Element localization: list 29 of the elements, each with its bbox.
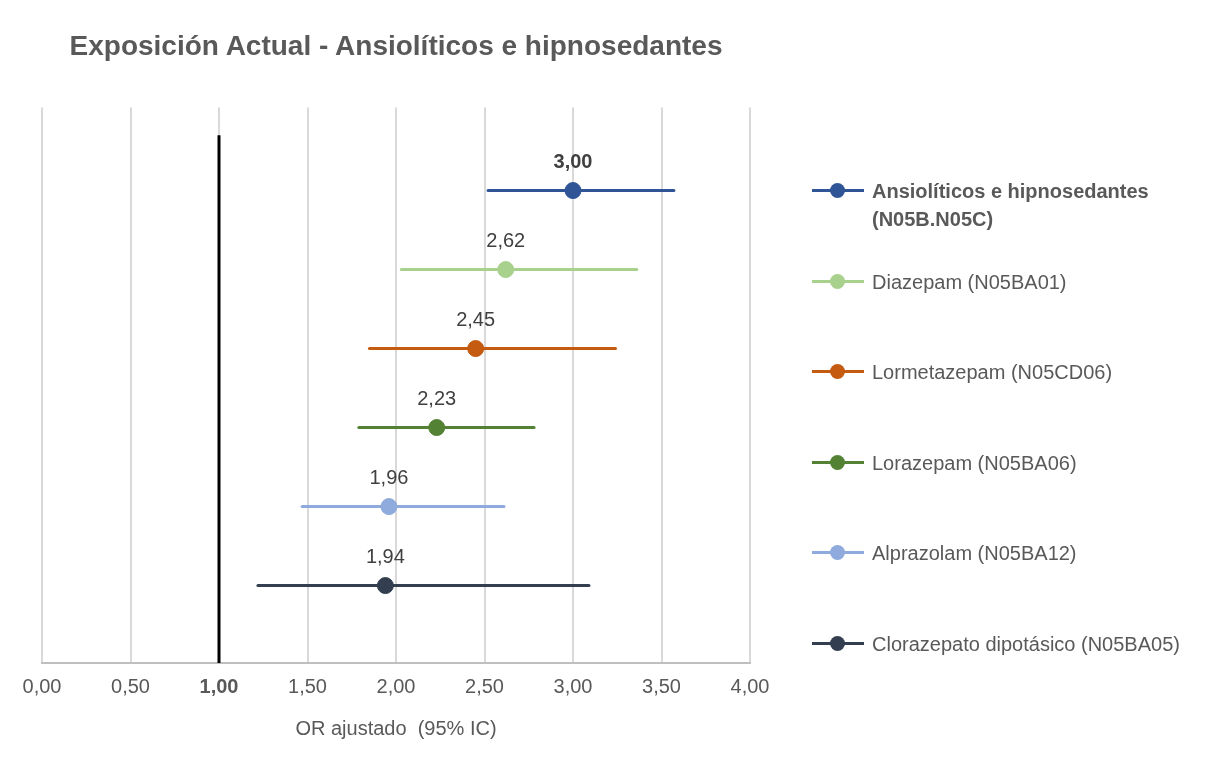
legend-label: Diazepam (N05BA01) xyxy=(872,269,1067,295)
data-label: 2,45 xyxy=(456,308,496,331)
data-label: 2,62 xyxy=(486,229,526,252)
data-label: 1,94 xyxy=(365,545,405,568)
legend-label: Alprazolam (N05BA12) xyxy=(872,541,1077,567)
data-label: 3,00 xyxy=(553,150,593,173)
x-tick-label: 3,50 xyxy=(642,674,681,697)
point xyxy=(428,419,446,437)
x-axis-title: OR ajustado (95% IC) xyxy=(295,716,497,739)
legend-label: Clorazepato dipotásico (N05BA05) xyxy=(872,631,1180,657)
point xyxy=(380,498,398,516)
x-tick-label: 2,00 xyxy=(376,674,416,697)
x-tick-label: 2,50 xyxy=(465,674,504,697)
x-tick-label: 4,00 xyxy=(730,674,770,697)
chart-title: Exposición Actual - Ansiolíticos e hipnosedantes xyxy=(69,29,723,61)
x-tick-label: 0,00 xyxy=(22,674,62,697)
x-tick-label: 1,00 xyxy=(199,674,239,697)
x-tick-label: 1,50 xyxy=(288,674,327,697)
point xyxy=(467,340,485,358)
legend-label: Lormetazepam (N05CD06) xyxy=(872,360,1113,386)
data-label: 2,23 xyxy=(417,387,457,410)
x-tick-label: 0,50 xyxy=(111,674,150,697)
legend-label: Lorazepam (N05BA06) xyxy=(872,450,1077,476)
data-label: 1,96 xyxy=(369,466,409,489)
x-tick-label: 3,00 xyxy=(553,674,593,697)
point xyxy=(564,182,582,200)
point xyxy=(376,577,394,595)
point xyxy=(497,261,515,279)
legend-label: Ansiolíticos e hipnosedantes (N05B.N05C) xyxy=(872,179,1150,233)
